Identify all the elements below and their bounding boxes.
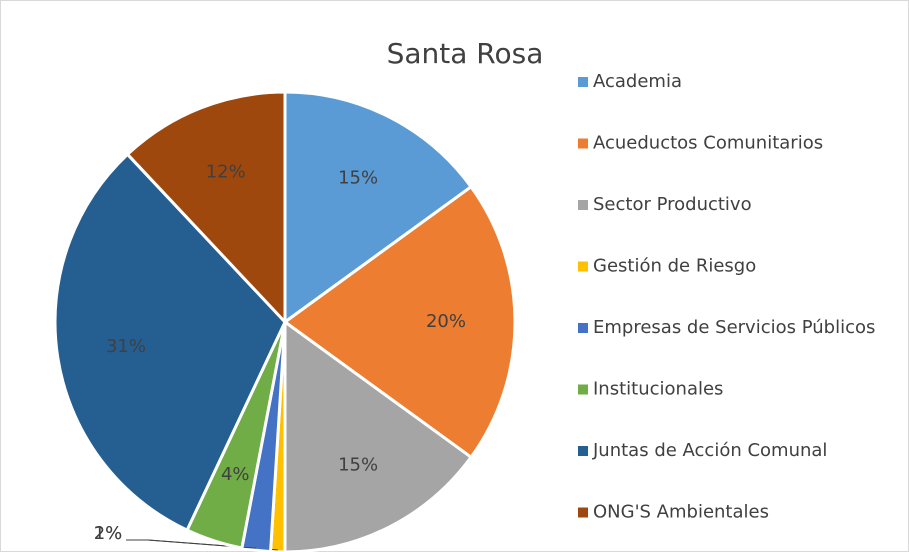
data-label: 4% [221,464,250,485]
chart-title: Santa Rosa [387,37,544,70]
legend-swatch [578,138,588,149]
legend-swatch [578,446,588,456]
data-label: 2% [94,523,123,544]
legend-label: Sector Productivo [593,194,752,215]
data-label: 20% [426,311,466,332]
legend-label: Academia [593,71,682,92]
data-label: 1% [94,523,123,544]
data-label: 15% [338,454,378,475]
data-label: 31% [106,336,146,357]
legend-label: Juntas de Acción Comunal [592,440,827,461]
legend-swatch [578,77,588,87]
pie-slice [125,90,287,326]
legend-label: ONG'S Ambientales [593,502,769,523]
legend-label: Gestión de Riesgo [593,256,756,277]
data-label: 12% [206,161,246,182]
legend-label: Empresas de Servicios Públicos [593,317,875,338]
legend-label: Acueductos Comunitarios [593,133,823,154]
pie-slice [283,90,474,325]
legend-swatch [578,261,588,272]
legend-swatch [578,323,588,333]
data-label: 15% [338,168,378,189]
legend-label: Institucionales [593,379,723,400]
legend-swatch [578,384,588,395]
pie-slice [53,152,287,533]
leader-line [126,539,257,549]
pie-slice [282,184,517,460]
pie-slice [283,319,474,552]
legend-swatch [578,200,588,210]
legend-swatch [578,507,588,518]
